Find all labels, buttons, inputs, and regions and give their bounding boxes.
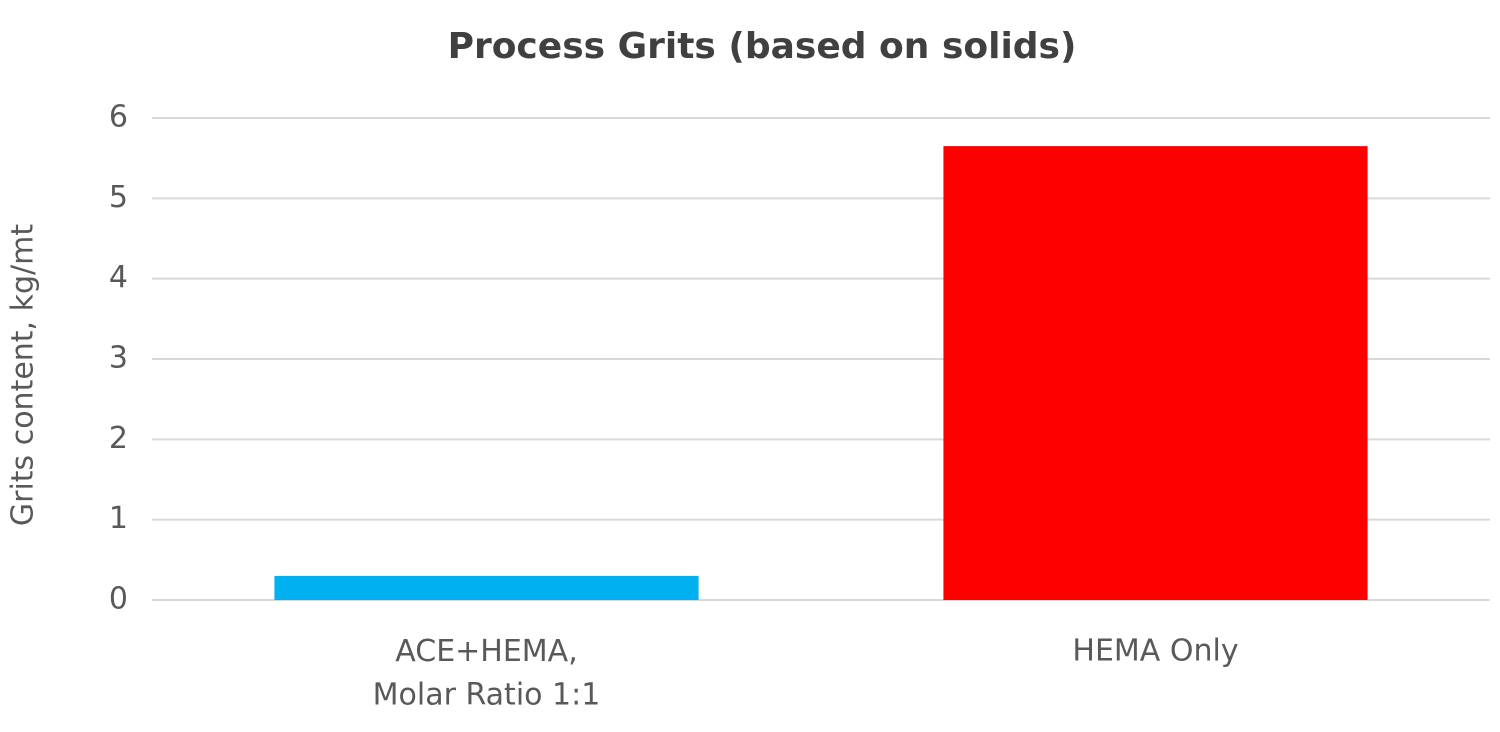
x-tick-label: HEMA Only — [1072, 634, 1238, 669]
y-tick-label: 1 — [109, 501, 128, 536]
bar — [943, 146, 1368, 600]
chart-title: Process Grits (based on solids) — [448, 26, 1077, 67]
y-tick-label: 4 — [109, 260, 128, 295]
bar — [274, 575, 699, 600]
y-tick-label: 5 — [109, 180, 128, 215]
y-tick-label: 6 — [109, 100, 128, 135]
y-axis-label: Grits content, kg/mt — [6, 224, 41, 527]
y-tick-label: 2 — [109, 421, 128, 456]
x-tick-label: ACE+HEMA, Molar Ratio 1:1 — [373, 634, 601, 713]
y-tick-label: 0 — [109, 582, 128, 617]
y-tick-label: 3 — [109, 341, 128, 376]
